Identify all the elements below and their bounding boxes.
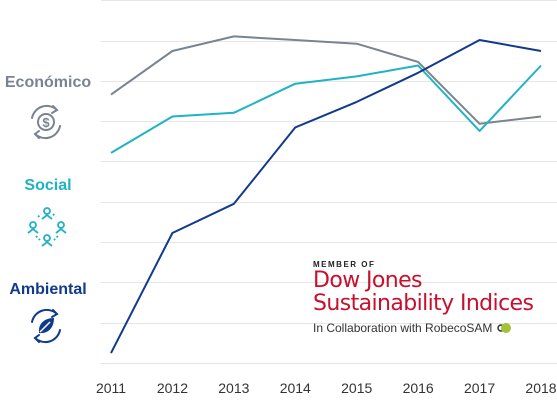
x-tick-label: 2014 [280,380,311,396]
dollar-cycle-icon: $ [31,104,61,140]
x-tick-label: 2017 [464,380,495,396]
x-tick-label: 2011 [96,380,126,396]
x-tick-label: 2012 [157,380,188,396]
svg-text:$: $ [42,115,50,130]
x-tick-label: 2016 [403,380,434,396]
x-axis-ticks: 2011 2012 2013 2014 2015 2016 2017 2018 [96,380,557,396]
x-tick-label: 2013 [218,380,249,396]
series-line-economico [110,35,542,125]
people-network-icon [27,207,67,247]
leaf-cycle-icon [31,308,61,344]
legend-economico-label: Económico [4,74,92,91]
category-legend: Económico $ Social Ambiental [0,0,100,400]
logo-sustainability-indices: Sustainability Indices [313,291,534,316]
logo-member-of: MEMBER OF [313,260,376,269]
gridlines [101,0,557,364]
logo-collaboration-text: In Collaboration with RobecoSAM [313,321,493,335]
logo-dow-jones: Dow Jones [313,268,422,293]
series-lines [110,35,542,354]
dow-jones-logo: MEMBER OF Dow Jones Sustainability Indic… [313,260,553,335]
x-tick-label: 2015 [341,380,372,396]
robecosam-dot-icon [497,323,512,333]
series-line-social [110,64,542,154]
series-line-ambiental [110,39,542,354]
legend-social-label: Social [24,177,72,194]
x-tick-label: 2018 [525,380,556,396]
legend-ambiental-label: Ambiental [9,281,87,298]
logo-collaboration: In Collaboration with RobecoSAM [313,321,553,335]
